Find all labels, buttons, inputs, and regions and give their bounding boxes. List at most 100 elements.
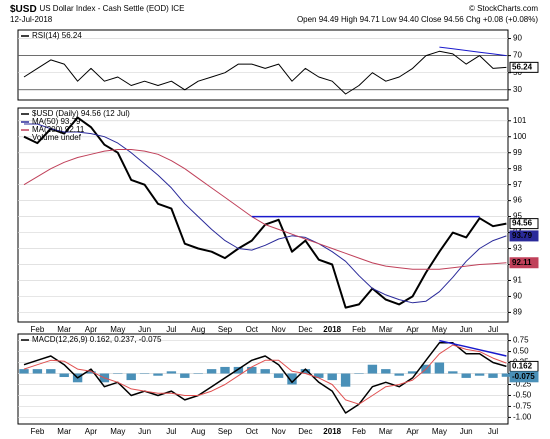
y-tick-label: -0.75 (513, 402, 532, 411)
value-box (509, 257, 539, 269)
histogram-bar (19, 369, 29, 374)
histogram-bar (407, 371, 418, 374)
legend-label: MA(50) 93.79 (32, 117, 81, 126)
value-box-label: 94.56 (512, 219, 533, 228)
histogram-bar (113, 373, 123, 375)
x-tick-label: Mar (57, 427, 71, 436)
x-tick-label: Jun (138, 427, 151, 436)
histogram-bar (314, 373, 324, 378)
date: 12-Jul-2018 (10, 15, 53, 24)
symbol: $USD (10, 4, 37, 15)
series-line (23, 342, 507, 414)
histogram-bar (381, 369, 391, 374)
chart-title: $USD US Dollar Index - Cash Settle (EOD)… (10, 4, 184, 15)
histogram-bar (153, 373, 163, 376)
y-tick-label: 0.75 (513, 336, 529, 345)
panel-frame (17, 333, 509, 425)
x-tick-label: Jul (166, 427, 176, 436)
histogram-bar (354, 373, 364, 375)
value-box-label: 56.24 (512, 62, 533, 71)
histogram-bar (327, 373, 337, 381)
y-tick-label: 91 (513, 276, 522, 285)
y-tick-label: 96 (513, 196, 522, 205)
instrument-name: US Dollar Index - Cash Settle (EOD) ICE (39, 4, 184, 13)
series-line (439, 339, 507, 357)
x-tick-label: Feb (31, 325, 45, 334)
y-tick-label: 95 (513, 212, 522, 221)
legend-label: MA(200) 92.11 (32, 125, 85, 134)
x-tick-label: Jun (138, 325, 151, 334)
y-tick-label: 97 (513, 180, 522, 189)
x-tick-label: Feb (352, 427, 366, 436)
x-tick-label: Mar (57, 325, 71, 334)
value-box-label: 92.11 (512, 258, 532, 267)
x-tick-label: Apr (406, 325, 419, 334)
x-tick-label: Jun (460, 325, 473, 334)
x-tick-label: Jun (460, 427, 473, 436)
legend-label: $USD (Daily) 94.56 (12 Jul) (32, 109, 130, 118)
y-tick-label: 100 (513, 132, 527, 141)
value-box (509, 218, 539, 230)
x-tick-label: Jul (488, 325, 498, 334)
x-tick-label: May (432, 325, 447, 334)
x-tick-label: Dec (298, 427, 312, 436)
histogram-bar (126, 373, 136, 381)
y-tick-label: 90 (513, 34, 522, 43)
y-tick-label: 98 (513, 164, 522, 173)
histogram-bar (166, 371, 177, 374)
histogram-bar (474, 373, 485, 376)
histogram-bar (340, 373, 351, 387)
y-tick-label: 30 (513, 85, 522, 94)
x-tick-label: 2018 (323, 427, 341, 436)
histogram-bar (180, 373, 190, 378)
value-box-label: 0.162 (512, 362, 533, 371)
value-box (509, 371, 539, 383)
x-tick-label: Feb (352, 325, 366, 334)
x-tick-label: 2018 (323, 325, 341, 334)
series-line (23, 50, 507, 95)
histogram-bar (461, 373, 471, 378)
series-line (23, 344, 507, 405)
value-box (509, 61, 539, 73)
histogram-bar (86, 371, 96, 374)
histogram-bar (46, 369, 56, 374)
x-tick-label: May (110, 427, 125, 436)
y-tick-label: 90 (513, 292, 522, 301)
histogram-bar (367, 364, 378, 374)
histogram-bar (434, 362, 445, 374)
legend-label: RSI(14) 56.24 (32, 31, 82, 40)
x-tick-label: Jul (166, 325, 176, 334)
histogram-bar (139, 373, 150, 375)
x-tick-label: Oct (246, 427, 259, 436)
series-line (439, 46, 507, 57)
value-box-label: 93.79 (512, 231, 533, 240)
y-tick-label: 93 (513, 244, 522, 253)
y-tick-label: -0.25 (513, 380, 532, 389)
histogram-bar (260, 369, 270, 374)
x-tick-label: Mar (379, 325, 393, 334)
y-tick-label: -0.50 (513, 391, 532, 400)
x-tick-label: Aug (191, 325, 205, 334)
x-tick-label: Apr (85, 427, 98, 436)
y-tick-label: 99 (513, 148, 522, 157)
quote: Open 94.49 High 94.71 Low 94.40 Close 94… (297, 15, 538, 24)
x-tick-label: May (432, 427, 447, 436)
histogram-bar (206, 369, 217, 374)
legend-label: MACD(12,26,9) 0.162, 0.237, -0.075 (32, 335, 162, 344)
y-tick-label: -1.00 (513, 413, 532, 422)
x-tick-label: Feb (31, 427, 45, 436)
x-tick-label: Oct (246, 325, 259, 334)
value-box (509, 230, 539, 242)
series-line (24, 123, 507, 304)
histogram-bar (233, 366, 244, 374)
histogram-bar (287, 373, 297, 385)
histogram-bar (501, 373, 512, 377)
histogram-bar (300, 369, 311, 374)
panel-frame (17, 107, 509, 323)
y-tick-label: 101 (513, 116, 527, 125)
histogram-bar (394, 373, 404, 376)
x-tick-label: Mar (379, 427, 393, 436)
histogram-bar (193, 373, 203, 375)
histogram-bar (220, 366, 230, 374)
